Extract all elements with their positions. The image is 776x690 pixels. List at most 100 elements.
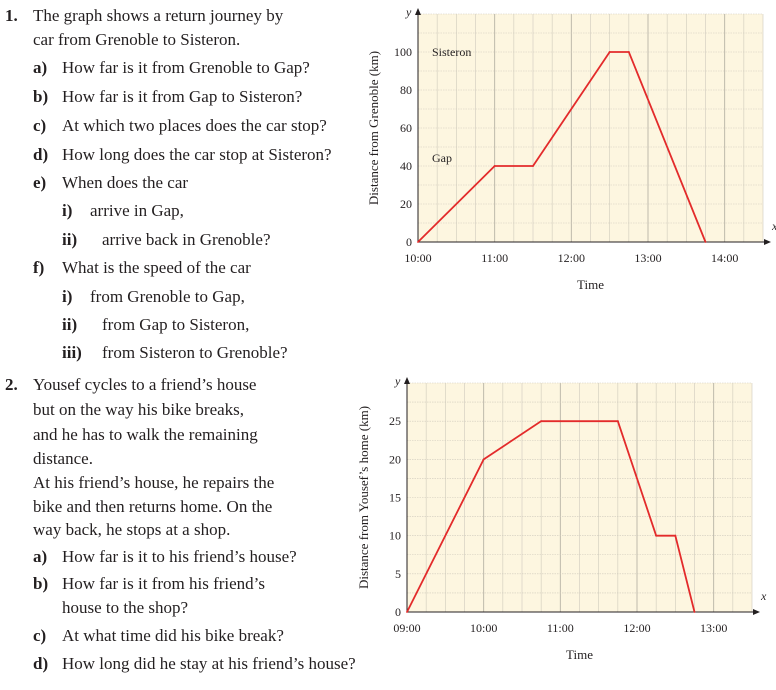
y-axis-label: Distance from Yousef’s home (km) [356,406,371,589]
y-axis-label: Distance from Grenoble (km) [366,51,381,205]
y-tick-label: 25 [389,414,401,428]
part-label: f) [33,258,45,277]
data-point [482,458,485,461]
data-point [532,165,534,167]
x-axis-label: Time [566,647,593,662]
part-label: ii) [62,315,78,334]
part-label: b) [33,87,49,106]
question-number: 2. [5,375,18,394]
x-tick-label: 13:00 [634,251,661,265]
part-label: i) [62,201,73,220]
part-text: arrive in Gap, [90,201,184,220]
y-axis-arrow-icon [404,377,410,384]
x-axis-symbol: x [771,219,776,233]
x-tick-label: 11:00 [547,621,574,635]
y-axis-symbol: y [394,374,401,388]
y-axis-symbol: y [405,5,412,19]
part-text: house to the shop? [62,598,189,617]
part-label: d) [33,145,49,164]
q1-part-b: b) How far is it from Gap to Sisteron? [33,87,302,107]
y-tick-label: 10 [389,529,401,543]
part-label: c) [33,116,47,135]
x-axis-label: Time [577,277,604,292]
q1-part-f-i: i) from Grenoble to Gap, [62,287,245,307]
part-text: from Grenoble to Gap, [90,287,245,306]
part-text: At what time did his bike break? [62,626,284,645]
part-text: from Gap to Sisteron, [102,315,250,334]
y-tick-label: 15 [389,491,401,505]
x-tick-label: 13:00 [700,621,727,635]
y-tick-label: 80 [400,83,412,97]
q2-text: and he has to walk the remaining [33,425,258,444]
part-label: iii) [62,343,82,362]
part-label: b) [33,574,49,593]
q1-text: car from Grenoble to Sisteron. [33,30,241,49]
q1-part-a: a) How far is it from Grenoble to Gap? [33,58,310,78]
data-point [493,165,496,167]
data-point [627,51,630,53]
annotation-label: Gap [432,151,452,165]
q1-part-e: e) When does the car [33,173,188,193]
part-text: from Sisteron to Grenoble? [102,343,288,362]
chart-1: x y 10:00 11:00 12:00 13:00 14:00 0 20 40 60 80 100 T… [366,5,776,292]
q2-part-c: c) At what time did his bike break? [33,626,284,646]
part-text: How far is it to his friend’s house? [62,547,297,566]
q2-part-a: a) How far is it to his friend’s house? [33,547,297,567]
x-tick-label: 10:00 [470,621,497,635]
q2-line: 2. Yousef cycles to a friend’s house [5,375,256,395]
data-point [540,420,543,423]
y-tick-label: 0 [406,235,412,249]
q1-part-c: c) At which two places does the car stop? [33,116,327,136]
part-label: ii) [62,230,78,249]
q2-line: but on the way his bike breaks, [33,400,244,420]
data-point [406,611,408,613]
series-line [417,51,707,243]
x-tick-label: 12:00 [558,251,585,265]
data-point [693,611,696,613]
part-text: arrive back in Grenoble? [102,230,271,249]
part-label: d) [33,654,49,673]
part-text: How far is it from Grenoble to Gap? [62,58,310,77]
part-text: How long did he stay at his friend’s hou… [62,654,356,673]
data-point [608,51,611,53]
q2-text: but on the way his bike breaks, [33,400,245,419]
x-tick-label: 14:00 [711,251,738,265]
q2-text: distance. [33,449,93,468]
data-point [616,420,619,423]
y-tick-label: 20 [400,197,412,211]
part-label: a) [33,547,48,566]
data-point [655,534,658,537]
q2-line: and he has to walk the remaining [33,425,258,445]
data-point [704,241,707,243]
part-label: c) [33,626,47,645]
y-tick-label: 40 [400,159,412,173]
x-axis-symbol: x [760,589,767,603]
q2-part-b-cont: house to the shop? [62,598,188,618]
part-text: At which two places does the car stop? [62,116,327,135]
x-tick-label: 09:00 [393,621,420,635]
q2-line: bike and then returns home. On the [33,497,272,517]
q1-line: car from Grenoble to Sisteron. [33,30,240,50]
q2-text: bike and then returns home. On the [33,497,273,516]
part-label: a) [33,58,48,77]
part-text: How far is it from Gap to Sisteron? [62,87,303,106]
part-text: When does the car [62,173,189,192]
q1-part-e-ii: ii) arrive back in Grenoble? [62,230,271,250]
part-label: i) [62,287,73,306]
x-tick-label: 10:00 [404,251,431,265]
part-text: How long does the car stop at Sisteron? [62,145,332,164]
q2-part-d: d) How long did he stay at his friend’s h… [33,654,356,674]
q1-part-d: d) How long does the car stop at Sisteron… [33,145,332,165]
question-number: 1. [5,6,18,25]
part-text: What is the speed of the car [62,258,251,277]
chart-2: x y 09:00 10:00 11:00 12:00 13:00 0 5 10 15 20 25 Tim… [356,374,767,662]
y-tick-label: 0 [395,605,401,619]
y-axis-arrow-icon [415,8,421,15]
q1-part-f: f) What is the speed of the car [33,258,251,278]
y-tick-label: 60 [400,121,412,135]
q2-line: At his friend’s house, he repairs the [33,473,274,493]
part-text: How far is it from his friend’s [62,574,266,593]
q2-part-b: b) How far is it from his friend’s [33,574,265,594]
x-axis-arrow-icon [764,239,771,245]
